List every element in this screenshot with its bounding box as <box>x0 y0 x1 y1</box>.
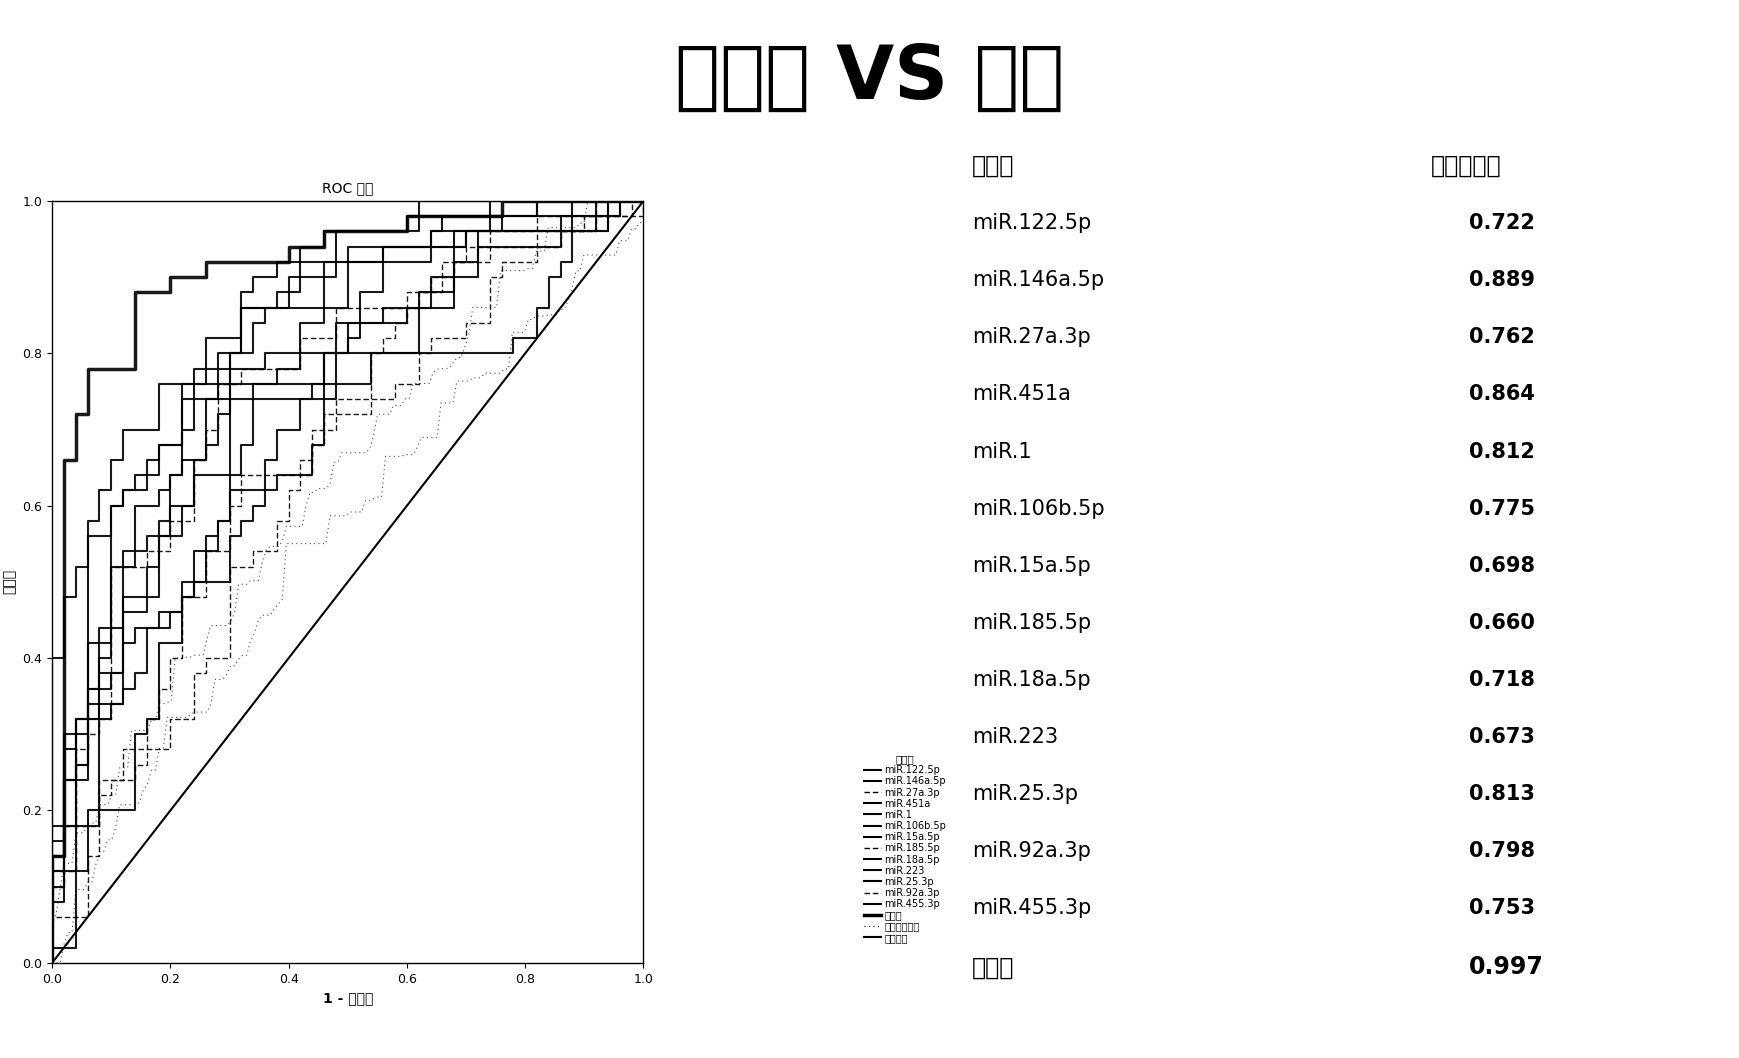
Text: miR.25.3p: miR.25.3p <box>972 784 1078 804</box>
Text: 0.812: 0.812 <box>1469 441 1536 461</box>
Title: ROC 曲线: ROC 曲线 <box>322 182 374 196</box>
Text: 0.698: 0.698 <box>1469 555 1536 576</box>
Text: miR.15a.5p: miR.15a.5p <box>972 555 1090 576</box>
Text: 0.864: 0.864 <box>1469 384 1536 404</box>
Text: 0.889: 0.889 <box>1469 270 1536 290</box>
Text: 0.813: 0.813 <box>1469 784 1536 804</box>
Text: miR.27a.3p: miR.27a.3p <box>972 327 1090 347</box>
Text: miR.451a: miR.451a <box>972 384 1071 404</box>
Text: miR.92a.3p: miR.92a.3p <box>972 841 1090 861</box>
Text: 0.762: 0.762 <box>1469 327 1536 347</box>
Y-axis label: 敏感性: 敏感性 <box>3 569 17 595</box>
Text: 肝硬化 VS 健康: 肝硬化 VS 健康 <box>675 42 1064 115</box>
Text: 0.660: 0.660 <box>1469 613 1536 633</box>
Text: 0.775: 0.775 <box>1469 498 1536 518</box>
Text: miR.185.5p: miR.185.5p <box>972 613 1090 633</box>
Text: 曲线下面积: 曲线下面积 <box>1431 153 1501 178</box>
Text: 0.718: 0.718 <box>1469 670 1536 690</box>
Legend: miR.122.5p, miR.146a.5p, miR.27a.3p, miR.451a, miR.1, miR.106b.5p, miR.15a.5p, m: miR.122.5p, miR.146a.5p, miR.27a.3p, miR… <box>864 754 946 943</box>
Text: miR.18a.5p: miR.18a.5p <box>972 670 1090 690</box>
X-axis label: 1 - 特异性: 1 - 特异性 <box>323 991 372 1005</box>
Text: 0.673: 0.673 <box>1469 727 1536 747</box>
Text: miR.455.3p: miR.455.3p <box>972 898 1090 918</box>
Text: miR.106b.5p: miR.106b.5p <box>972 498 1104 518</box>
Text: 0.753: 0.753 <box>1469 898 1536 918</box>
Text: 标记物: 标记物 <box>972 153 1014 178</box>
Text: miR.223: miR.223 <box>972 727 1057 747</box>
Text: miR.146a.5p: miR.146a.5p <box>972 270 1104 290</box>
Text: miR.1: miR.1 <box>972 441 1031 461</box>
Text: 0.722: 0.722 <box>1469 214 1536 233</box>
Text: miR.122.5p: miR.122.5p <box>972 214 1090 233</box>
Text: 0.798: 0.798 <box>1469 841 1536 861</box>
Text: 0.997: 0.997 <box>1469 955 1544 980</box>
Text: 结合后: 结合后 <box>972 955 1014 980</box>
